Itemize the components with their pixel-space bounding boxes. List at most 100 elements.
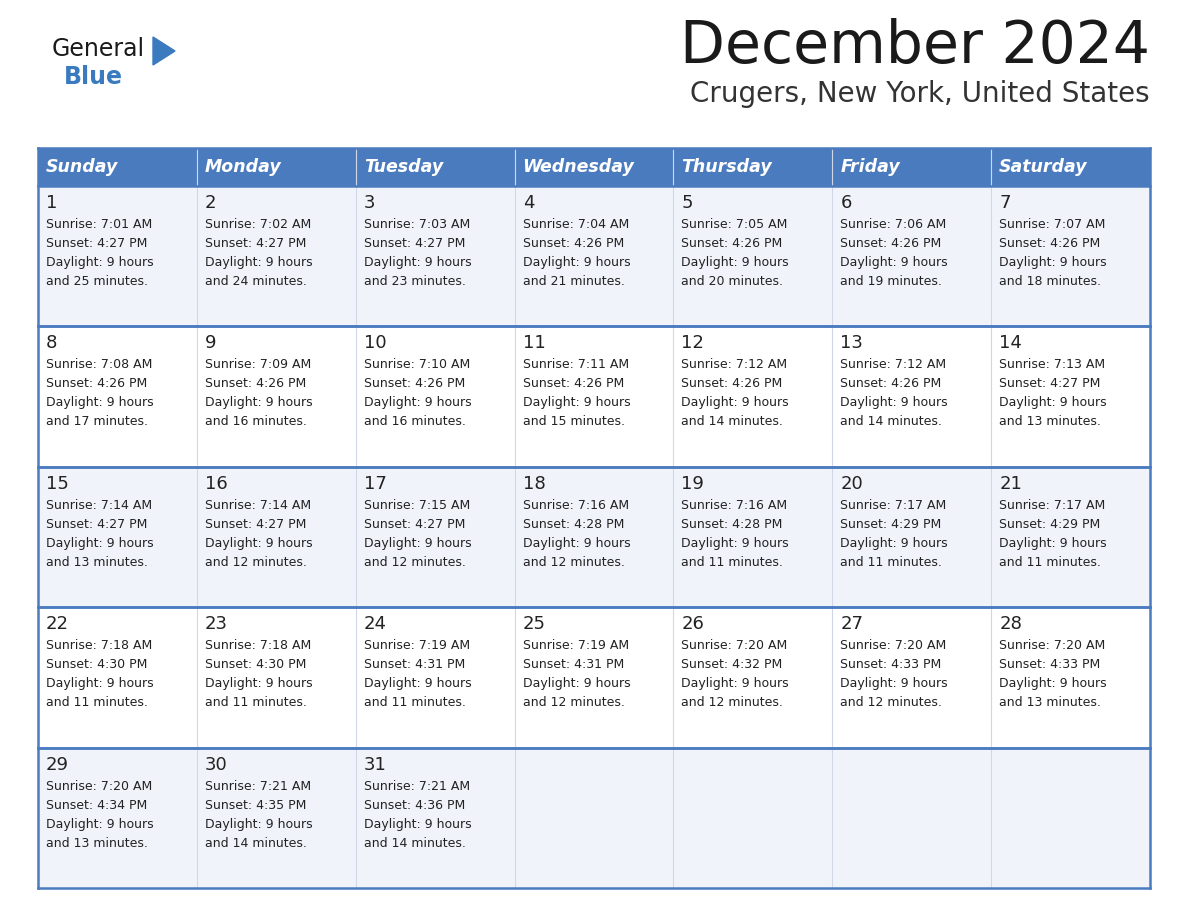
Text: Sunset: 4:27 PM: Sunset: 4:27 PM [204, 237, 307, 250]
Text: December 2024: December 2024 [680, 18, 1150, 75]
Text: 4: 4 [523, 194, 535, 212]
Bar [38, 186, 1150, 327]
Text: and 12 minutes.: and 12 minutes. [682, 696, 783, 710]
Text: Sunrise: 7:05 AM: Sunrise: 7:05 AM [682, 218, 788, 231]
Bar [355, 148, 514, 186]
Text: Sunset: 4:36 PM: Sunset: 4:36 PM [364, 799, 465, 812]
Text: and 23 minutes.: and 23 minutes. [364, 275, 466, 288]
Text: Sunrise: 7:14 AM: Sunrise: 7:14 AM [46, 498, 152, 512]
Text: Sunset: 4:30 PM: Sunset: 4:30 PM [204, 658, 307, 671]
Bar [197, 148, 355, 186]
Text: Sunset: 4:27 PM: Sunset: 4:27 PM [999, 377, 1100, 390]
Text: Daylight: 9 hours: Daylight: 9 hours [364, 818, 472, 831]
Text: Daylight: 9 hours: Daylight: 9 hours [682, 537, 789, 550]
Text: Sunrise: 7:11 AM: Sunrise: 7:11 AM [523, 358, 628, 372]
Text: and 16 minutes.: and 16 minutes. [204, 416, 307, 429]
Text: Daylight: 9 hours: Daylight: 9 hours [364, 537, 472, 550]
Text: Sunrise: 7:18 AM: Sunrise: 7:18 AM [204, 639, 311, 652]
Text: Sunrise: 7:04 AM: Sunrise: 7:04 AM [523, 218, 628, 231]
Text: Sunrise: 7:21 AM: Sunrise: 7:21 AM [204, 779, 311, 792]
Text: 5: 5 [682, 194, 693, 212]
Text: Daylight: 9 hours: Daylight: 9 hours [364, 397, 472, 409]
Text: and 11 minutes.: and 11 minutes. [46, 696, 147, 710]
Text: and 13 minutes.: and 13 minutes. [46, 836, 147, 849]
Text: Sunrise: 7:07 AM: Sunrise: 7:07 AM [999, 218, 1106, 231]
Text: Sunset: 4:29 PM: Sunset: 4:29 PM [999, 518, 1100, 531]
Text: 22: 22 [46, 615, 69, 633]
Text: Daylight: 9 hours: Daylight: 9 hours [840, 397, 948, 409]
Text: and 14 minutes.: and 14 minutes. [364, 836, 466, 849]
Text: Daylight: 9 hours: Daylight: 9 hours [364, 677, 472, 690]
Text: and 11 minutes.: and 11 minutes. [204, 696, 307, 710]
Text: Daylight: 9 hours: Daylight: 9 hours [204, 818, 312, 831]
Text: Sunset: 4:27 PM: Sunset: 4:27 PM [46, 237, 147, 250]
Text: Sunset: 4:26 PM: Sunset: 4:26 PM [840, 237, 942, 250]
Text: 18: 18 [523, 475, 545, 493]
Text: Sunset: 4:26 PM: Sunset: 4:26 PM [523, 377, 624, 390]
Text: Sunset: 4:30 PM: Sunset: 4:30 PM [46, 658, 147, 671]
Text: 6: 6 [840, 194, 852, 212]
Text: Sunset: 4:26 PM: Sunset: 4:26 PM [364, 377, 465, 390]
Text: Sunrise: 7:16 AM: Sunrise: 7:16 AM [682, 498, 788, 512]
Text: Tuesday: Tuesday [364, 158, 443, 176]
Bar [38, 327, 1150, 466]
Bar [674, 148, 833, 186]
Text: Sunrise: 7:03 AM: Sunrise: 7:03 AM [364, 218, 470, 231]
Text: Daylight: 9 hours: Daylight: 9 hours [46, 818, 153, 831]
Polygon shape [153, 37, 175, 65]
Text: Sunset: 4:29 PM: Sunset: 4:29 PM [840, 518, 942, 531]
Text: Sunday: Sunday [46, 158, 119, 176]
Text: Daylight: 9 hours: Daylight: 9 hours [682, 677, 789, 690]
Text: Sunset: 4:26 PM: Sunset: 4:26 PM [999, 237, 1100, 250]
Text: Sunrise: 7:02 AM: Sunrise: 7:02 AM [204, 218, 311, 231]
Text: and 16 minutes.: and 16 minutes. [364, 416, 466, 429]
Text: Sunrise: 7:09 AM: Sunrise: 7:09 AM [204, 358, 311, 372]
Text: Daylight: 9 hours: Daylight: 9 hours [204, 677, 312, 690]
Text: 20: 20 [840, 475, 862, 493]
Text: 17: 17 [364, 475, 386, 493]
Text: Sunrise: 7:12 AM: Sunrise: 7:12 AM [682, 358, 788, 372]
Text: Daylight: 9 hours: Daylight: 9 hours [46, 537, 153, 550]
Bar [38, 148, 197, 186]
Text: 15: 15 [46, 475, 69, 493]
Text: Sunset: 4:26 PM: Sunset: 4:26 PM [46, 377, 147, 390]
Text: Sunrise: 7:20 AM: Sunrise: 7:20 AM [682, 639, 788, 652]
Text: and 11 minutes.: and 11 minutes. [682, 555, 783, 569]
Text: 3: 3 [364, 194, 375, 212]
Text: Wednesday: Wednesday [523, 158, 634, 176]
Text: Sunset: 4:33 PM: Sunset: 4:33 PM [840, 658, 942, 671]
Text: 24: 24 [364, 615, 387, 633]
Bar [38, 466, 1150, 607]
Text: 29: 29 [46, 756, 69, 774]
Bar [991, 148, 1150, 186]
Text: 25: 25 [523, 615, 545, 633]
Text: Sunrise: 7:06 AM: Sunrise: 7:06 AM [840, 218, 947, 231]
Text: and 25 minutes.: and 25 minutes. [46, 275, 148, 288]
Text: 19: 19 [682, 475, 704, 493]
Text: and 13 minutes.: and 13 minutes. [999, 416, 1101, 429]
Text: and 14 minutes.: and 14 minutes. [204, 836, 307, 849]
Text: and 12 minutes.: and 12 minutes. [364, 555, 466, 569]
Text: and 24 minutes.: and 24 minutes. [204, 275, 307, 288]
Text: Sunrise: 7:13 AM: Sunrise: 7:13 AM [999, 358, 1105, 372]
Text: and 11 minutes.: and 11 minutes. [364, 696, 466, 710]
Text: 9: 9 [204, 334, 216, 353]
Text: Sunrise: 7:17 AM: Sunrise: 7:17 AM [840, 498, 947, 512]
Text: 11: 11 [523, 334, 545, 353]
Text: Daylight: 9 hours: Daylight: 9 hours [999, 397, 1107, 409]
Text: Daylight: 9 hours: Daylight: 9 hours [204, 256, 312, 269]
Text: and 12 minutes.: and 12 minutes. [204, 555, 307, 569]
Text: 27: 27 [840, 615, 864, 633]
Text: Sunrise: 7:20 AM: Sunrise: 7:20 AM [46, 779, 152, 792]
Text: Daylight: 9 hours: Daylight: 9 hours [46, 677, 153, 690]
Text: Sunset: 4:27 PM: Sunset: 4:27 PM [364, 237, 465, 250]
Text: and 12 minutes.: and 12 minutes. [523, 555, 625, 569]
Text: Sunrise: 7:12 AM: Sunrise: 7:12 AM [840, 358, 947, 372]
Text: Sunrise: 7:17 AM: Sunrise: 7:17 AM [999, 498, 1105, 512]
Text: 28: 28 [999, 615, 1022, 633]
Text: Blue: Blue [64, 65, 124, 89]
Text: and 12 minutes.: and 12 minutes. [840, 696, 942, 710]
Text: Sunset: 4:32 PM: Sunset: 4:32 PM [682, 658, 783, 671]
Text: Sunset: 4:35 PM: Sunset: 4:35 PM [204, 799, 307, 812]
Text: Thursday: Thursday [682, 158, 772, 176]
